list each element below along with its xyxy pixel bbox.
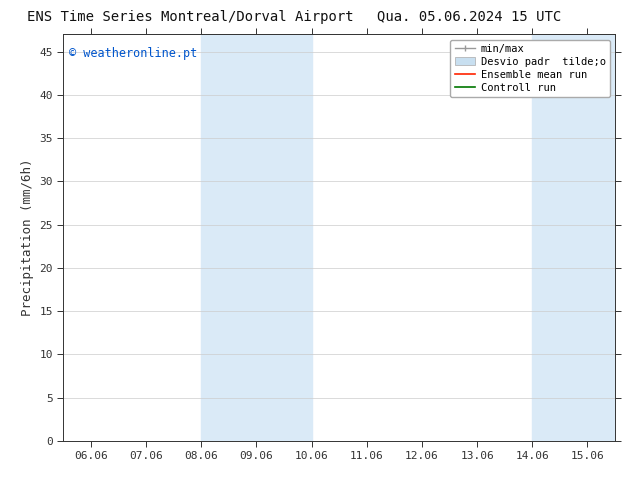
Text: © weatheronline.pt: © weatheronline.pt [69, 47, 197, 59]
Bar [202, 34, 257, 441]
Bar [588, 34, 615, 441]
Text: ENS Time Series Montreal/Dorval Airport: ENS Time Series Montreal/Dorval Airport [27, 10, 354, 24]
Bar [533, 34, 588, 441]
Bar [257, 34, 312, 441]
Y-axis label: Precipitation (mm/6h): Precipitation (mm/6h) [21, 159, 34, 317]
Legend: min/max, Desvio padr  tilde;o, Ensemble mean run, Controll run: min/max, Desvio padr tilde;o, Ensemble m… [450, 40, 610, 97]
Text: Qua. 05.06.2024 15 UTC: Qua. 05.06.2024 15 UTC [377, 10, 561, 24]
